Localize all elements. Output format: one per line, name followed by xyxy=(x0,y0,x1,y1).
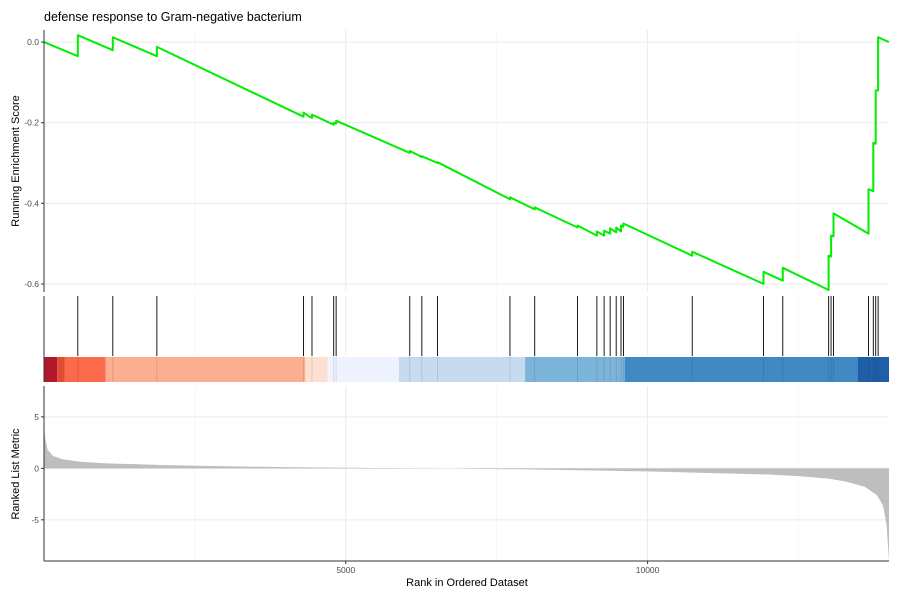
heat-bar-segment xyxy=(64,357,106,382)
enrichment-y-tick-label: 0.0 xyxy=(27,37,39,47)
heat-bar-segment xyxy=(57,357,65,382)
heat-bar-segment xyxy=(44,357,58,382)
enrichment-y-tick-label: -0.2 xyxy=(24,118,39,128)
chart-title: defense response to Gram-negative bacter… xyxy=(44,10,302,24)
heat-bar-segment xyxy=(398,357,526,382)
ranked-y-tick-label: 0 xyxy=(34,463,39,473)
gene-hit-marks xyxy=(77,296,879,356)
ranked-y-tick-label: -5 xyxy=(31,515,39,525)
x-tick-label: 10000 xyxy=(636,565,660,575)
heat-bar-segment xyxy=(857,357,889,382)
enrichment-gridlines xyxy=(44,30,889,292)
heat-bar-segment xyxy=(624,357,858,382)
ranked-y-tick-label: 5 xyxy=(34,412,39,422)
x-tick-label: 5000 xyxy=(336,565,355,575)
heat-bar-segment xyxy=(327,357,399,382)
enrichment-y-tick-label: -0.6 xyxy=(24,279,39,289)
ranked-y-ticks: 5 0 -5 xyxy=(31,412,44,525)
ranked-gridlines xyxy=(44,386,889,561)
enrichment-y-label: Running Enrichment Score xyxy=(10,95,22,226)
heat-bar-segment xyxy=(305,357,328,382)
enrichment-panel: 0.0 -0.2 -0.4 -0.6 Running Enrichment Score xyxy=(10,30,890,292)
rank-heat-bar xyxy=(44,357,889,382)
x-ticks: 5000 10000 xyxy=(336,561,660,575)
ranked-metric-area xyxy=(44,425,889,561)
heat-bar-segment xyxy=(525,357,625,382)
ranked-y-label: Ranked List Metric xyxy=(10,428,22,520)
enrichment-y-ticks: 0.0 -0.2 -0.4 -0.6 xyxy=(24,37,44,289)
gene-hit-panel xyxy=(43,296,889,382)
ranked-metric-panel: 5 0 -5 5000 10000 Ranked List Metric Rank i… xyxy=(10,386,889,589)
enrichment-y-tick-label: -0.4 xyxy=(24,198,39,208)
heat-bar-segment xyxy=(105,357,306,382)
x-axis-label: Rank in Ordered Dataset xyxy=(406,577,528,589)
running-enrichment-line xyxy=(43,34,890,291)
hit-gridlines xyxy=(194,296,799,356)
